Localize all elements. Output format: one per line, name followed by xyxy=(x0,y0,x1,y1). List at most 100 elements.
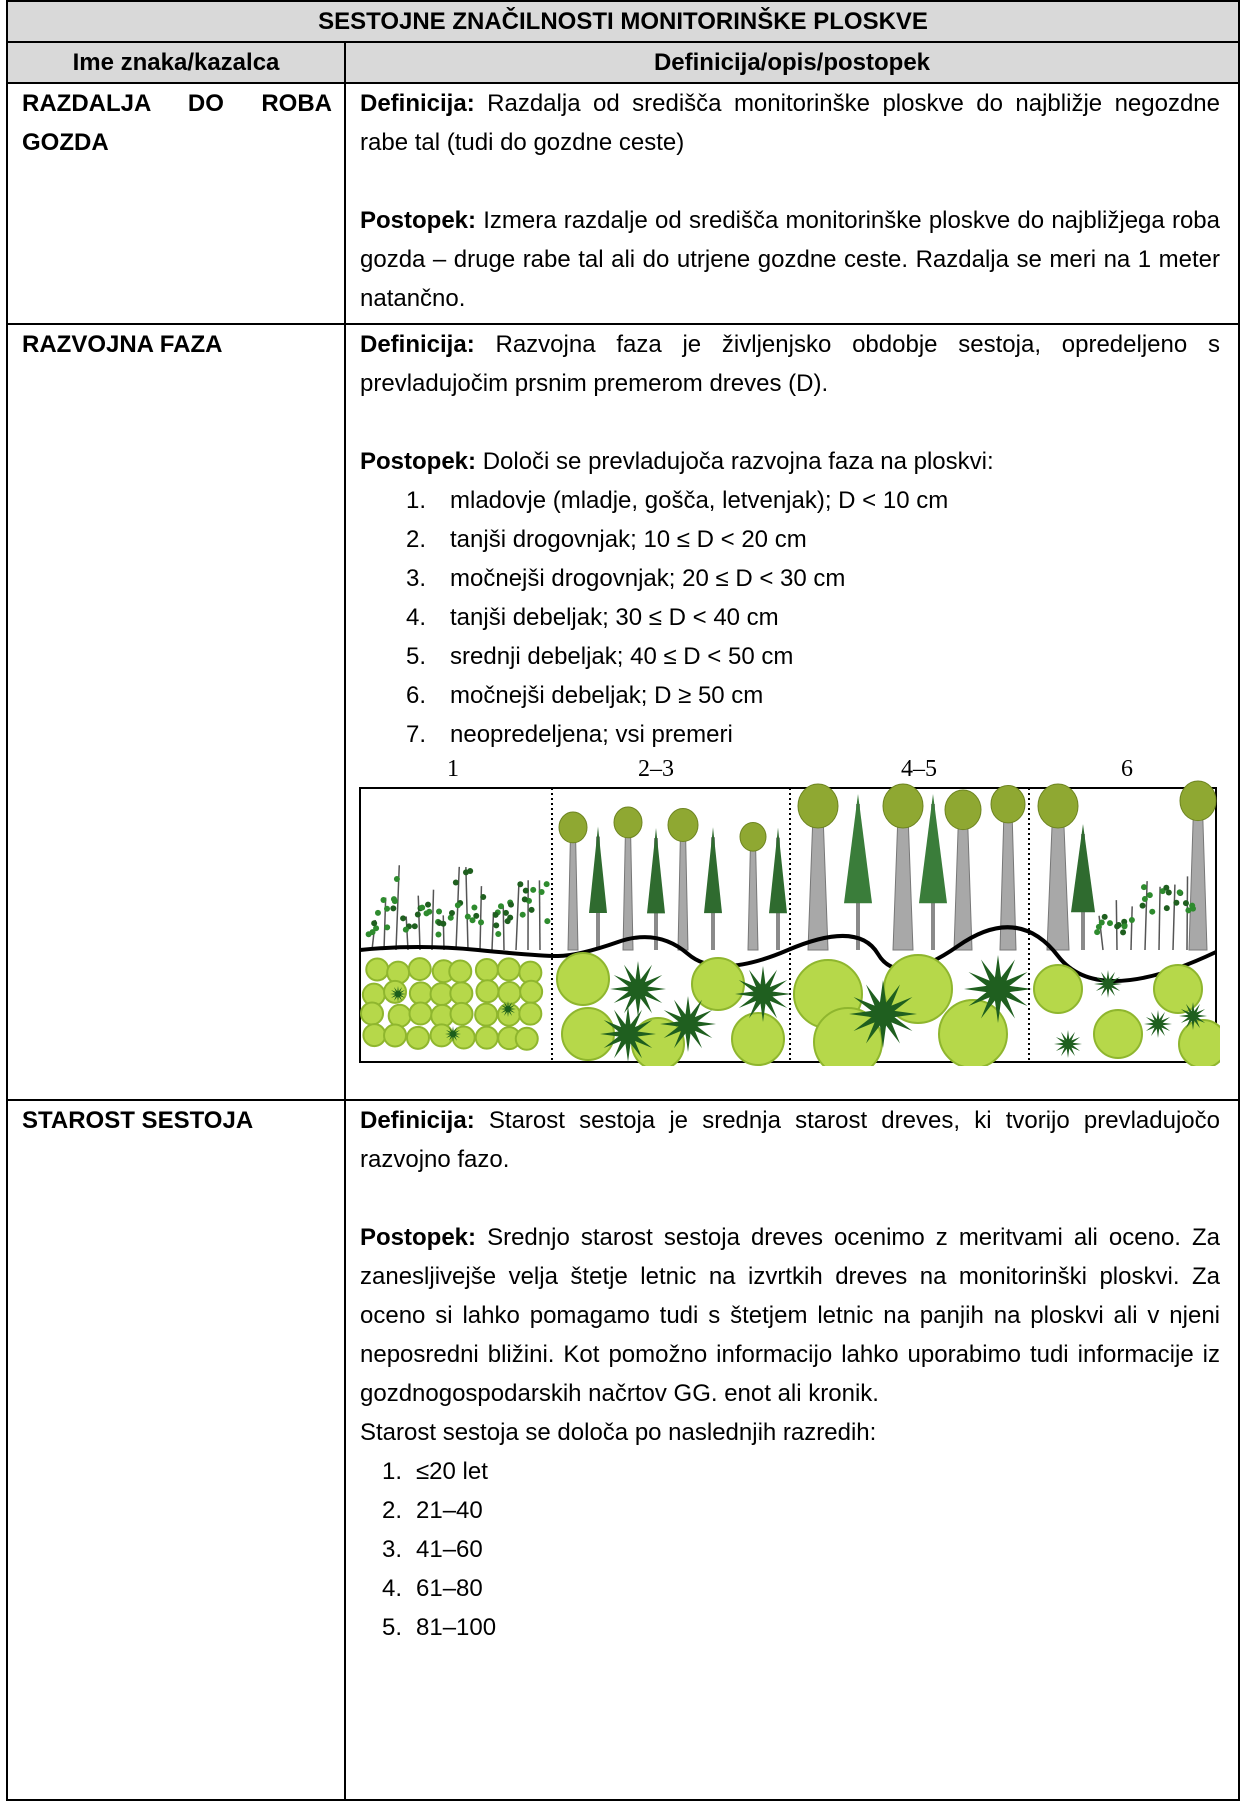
illustration-shape xyxy=(467,868,473,874)
figure-label: 1 xyxy=(447,756,459,782)
illustration-shape xyxy=(1094,1010,1142,1058)
list-item: 1.mladovje (mladje, gošča, letvenjak); D… xyxy=(360,481,1220,520)
illustration-shape xyxy=(431,983,453,1005)
figure-label: 6 xyxy=(1121,756,1133,782)
illustration-shape xyxy=(529,907,535,913)
list-number: 6. xyxy=(360,676,450,715)
illustration-shape xyxy=(449,960,471,982)
list-number: 5. xyxy=(360,1608,416,1647)
illustration-shape xyxy=(1034,965,1082,1013)
development-phase-figure: 1 2–3 4–5 6 xyxy=(358,754,1220,1066)
illustration-shape xyxy=(363,1024,385,1046)
list-text: ≤20 let xyxy=(416,1452,488,1491)
illustration-shape xyxy=(410,982,432,1004)
table-row: RAZDALJA DO ROBA GOZDA Definicija: Razda… xyxy=(7,83,1239,324)
illustration-shape xyxy=(410,1003,432,1025)
label: Definicija: xyxy=(360,1107,475,1134)
illustration-shape xyxy=(557,953,609,1005)
illustration-shape xyxy=(498,903,504,909)
illustration-shape xyxy=(453,1027,475,1049)
illustration-shape xyxy=(498,958,520,980)
row-content: Definicija: Starost sestoja je srednja s… xyxy=(345,1100,1239,1800)
illustration-shape xyxy=(470,917,476,923)
illustration-shape xyxy=(476,980,498,1002)
illustration-shape xyxy=(991,786,1025,823)
illustration-shape xyxy=(523,888,529,894)
illustration-shape xyxy=(450,982,472,1004)
illustration-shape xyxy=(1147,892,1153,898)
illustration-shape xyxy=(392,898,398,904)
list-text: neopredeljena; vsi premeri xyxy=(450,715,733,754)
illustration-shape xyxy=(380,897,386,903)
illustration-shape xyxy=(493,912,499,918)
illustration-shape xyxy=(517,881,523,887)
list-text: srednji debeljak; 40 ≤ D < 50 cm xyxy=(450,637,793,676)
row-name: STAROST SESTOJA xyxy=(7,1100,345,1800)
illustration-shape xyxy=(426,909,432,915)
illustration-shape xyxy=(522,896,528,902)
illustration-shape xyxy=(692,958,744,1010)
illustration-shape xyxy=(412,923,418,929)
row-content: Definicija: Razdalja od središča monitor… xyxy=(345,83,1239,324)
label: Postopek: xyxy=(360,1224,476,1251)
procedure: Postopek: Izmera razdalje od središča mo… xyxy=(360,201,1220,318)
text: Razvojna faza je življenjsko obdobje ses… xyxy=(360,331,1220,397)
illustration-shape xyxy=(394,876,400,882)
text: Razdalja od središča monitorinške ploskv… xyxy=(360,90,1220,156)
illustration-shape xyxy=(493,922,499,928)
text: Srednjo starost sestoja dreves ocenimo z… xyxy=(360,1224,1220,1407)
illustration-shape xyxy=(1180,781,1216,821)
list-text: 41–60 xyxy=(416,1530,483,1569)
illustration-shape xyxy=(1189,903,1195,909)
illustration-shape xyxy=(435,932,441,938)
illustration-shape xyxy=(453,879,459,885)
list-item: 4.61–80 xyxy=(360,1569,1220,1608)
illustration-shape xyxy=(1177,889,1183,895)
illustration-shape xyxy=(1142,896,1148,902)
column-header: Definicija/opis/postopek xyxy=(345,42,1239,83)
text: Določi se prevladujoča razvojna faza na … xyxy=(483,448,994,475)
list-item: 4.tanjši debeljak; 30 ≤ D < 40 cm xyxy=(360,598,1220,637)
illustration-shape xyxy=(1129,917,1135,923)
illustration-shape xyxy=(530,887,536,893)
table-row: STAROST SESTOJA Definicija: Starost sest… xyxy=(7,1100,1239,1800)
illustration-shape xyxy=(945,790,981,830)
illustration-shape xyxy=(451,1003,473,1025)
illustration-shape xyxy=(503,910,509,916)
list-item: 7.neopredeljena; vsi premeri xyxy=(360,715,1220,754)
data-table: SESTOJNE ZNAČILNOSTI MONITORINŠKE PLOSKV… xyxy=(6,0,1240,1801)
illustration-shape xyxy=(419,905,425,911)
illustration-shape xyxy=(1187,876,1188,950)
illustration-shape xyxy=(400,915,406,921)
list-text: 21–40 xyxy=(416,1491,483,1530)
illustration-shape xyxy=(559,812,587,843)
list-item: 5.srednji debeljak; 40 ≤ D < 50 cm xyxy=(360,637,1220,676)
definition: Definicija: Razdalja od središča monitor… xyxy=(360,84,1220,162)
illustration-shape xyxy=(375,910,381,916)
illustration-shape xyxy=(384,906,390,912)
label: Definicija: xyxy=(360,90,475,117)
illustration-shape xyxy=(1038,784,1078,828)
list-item: 2.tanjši drogovnjak; 10 ≤ D < 20 cm xyxy=(360,520,1220,559)
list-text: 61–80 xyxy=(416,1569,483,1608)
illustration-shape xyxy=(455,902,461,908)
list-text: 81–100 xyxy=(416,1608,496,1647)
text: Izmera razdalje od središča monitorinške… xyxy=(360,207,1220,312)
list-number: 2. xyxy=(360,520,450,559)
illustration-shape xyxy=(1099,919,1105,925)
definition: Definicija: Starost sestoja je srednja s… xyxy=(360,1101,1220,1179)
label: Postopek: xyxy=(360,448,476,475)
list-number: 7. xyxy=(360,715,450,754)
illustration-shape xyxy=(407,1027,429,1049)
illustration-shape xyxy=(1154,965,1202,1013)
illustration-shape xyxy=(1173,900,1179,906)
illustration-shape xyxy=(614,807,642,838)
list-item: 2.21–40 xyxy=(360,1491,1220,1530)
list: 1.mladovje (mladje, gošča, letvenjak); D… xyxy=(360,481,1220,754)
illustration-shape xyxy=(1121,923,1127,929)
illustration-shape xyxy=(415,911,421,917)
illustration-shape xyxy=(505,918,511,924)
illustration-shape xyxy=(443,915,444,950)
text: Starost sestoja je srednja starost dreve… xyxy=(360,1107,1220,1173)
illustration-shape xyxy=(476,1027,498,1049)
